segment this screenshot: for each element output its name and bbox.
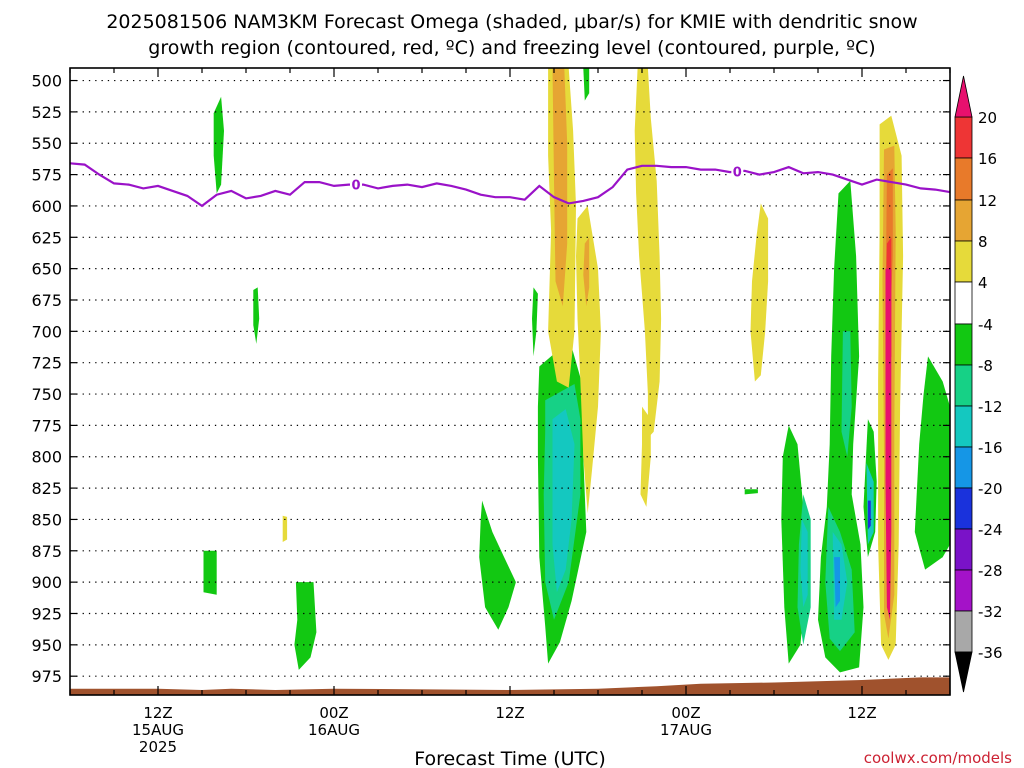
omega-region-1 <box>253 287 260 344</box>
chart-title-line-1: 2025081506 NAM3KM Forecast Omega (shaded… <box>106 11 917 33</box>
freezing-level-label-bg-0 <box>350 176 362 191</box>
omega-region-24 <box>800 519 808 608</box>
omega-region-26 <box>834 557 840 608</box>
y-tick-label-500: 500 <box>31 72 62 91</box>
y-tick-label-575: 575 <box>31 166 62 185</box>
colorbar-top-arrow <box>954 75 973 118</box>
x-axis-label: Forecast Time (UTC) <box>414 748 605 768</box>
freezing-level-label-bg-1 <box>731 163 744 178</box>
colorbar-segment-7 <box>954 405 973 448</box>
omega-region-35 <box>885 268 892 620</box>
y-tick-label-600: 600 <box>31 197 62 216</box>
omega-region-17 <box>750 203 769 382</box>
omega-region-10 <box>583 68 590 101</box>
y-tick-label-950: 950 <box>31 636 62 655</box>
x-tick-label-18-1: 16AUG <box>308 721 360 739</box>
y-tick-label-700: 700 <box>31 322 62 341</box>
colorbar-label-9: -20 <box>978 480 1003 498</box>
freezing-level-label-1: 0 <box>733 165 742 180</box>
x-tick-label-30-0: 12Z <box>495 704 524 722</box>
omega-region-0 <box>213 96 224 194</box>
y-axis-ticks: 500 525 550 575 600 625 650 675 700 725 750 775 800 8… <box>31 72 950 686</box>
omega-shading-layer <box>203 68 950 673</box>
omega-region-21 <box>841 331 852 457</box>
colorbar-segment-12 <box>954 610 973 653</box>
omega-region-2 <box>282 515 288 542</box>
y-tick-label-550: 550 <box>31 134 62 153</box>
colorbar-segment-6 <box>954 364 973 407</box>
y-tick-label-825: 825 <box>31 479 62 498</box>
colorbar-label-4: 4 <box>978 274 988 292</box>
colorbar-segment-11 <box>954 569 973 612</box>
omega-region-9 <box>532 287 538 357</box>
omega-region-4 <box>294 582 317 670</box>
colorbar-segment-8 <box>954 446 973 489</box>
colorbar-label-7: -12 <box>978 398 1003 416</box>
freezing-level-label-0: 0 <box>351 179 360 194</box>
colorbar-segment-4 <box>954 281 973 325</box>
y-tick-label-875: 875 <box>31 542 62 561</box>
colorbar-label-6: -8 <box>978 357 993 375</box>
colorbar-segment-9 <box>954 487 973 530</box>
y-tick-label-900: 900 <box>31 573 62 592</box>
freezing-level-line <box>70 162 950 208</box>
x-tick-label-54-0: 12Z <box>847 704 876 722</box>
omega-region-15 <box>634 68 662 438</box>
omega-region-3 <box>203 550 217 595</box>
colorbar-segment-1 <box>954 157 973 201</box>
x-tick-label-6-2: 2025 <box>139 738 177 756</box>
colorbar-segment-3 <box>954 240 973 283</box>
colorbar-segment-2 <box>954 199 973 242</box>
y-tick-label-725: 725 <box>31 354 62 373</box>
colorbar-label-5: -4 <box>978 316 993 334</box>
y-tick-label-775: 775 <box>31 416 62 435</box>
chart-title-line-2: growth region (contoured, red, ºC) and f… <box>148 37 875 59</box>
credit-text: coolwx.com/models <box>864 749 1012 767</box>
omega-region-13 <box>576 205 601 514</box>
omega-region-8 <box>552 409 575 593</box>
omega-region-30 <box>914 356 950 570</box>
omega-region-12 <box>552 68 568 307</box>
y-tick-label-650: 650 <box>31 260 62 279</box>
x-tick-label-6-1: 15AUG <box>132 721 184 739</box>
x-tick-label-42-1: 17AUG <box>660 721 712 739</box>
x-tick-label-18-0: 00Z <box>319 704 348 722</box>
colorbar-label-12: -32 <box>978 603 1003 621</box>
y-tick-label-675: 675 <box>31 291 62 310</box>
x-tick-label-6-0: 12Z <box>143 704 172 722</box>
colorbar-label-8: -16 <box>978 439 1003 457</box>
y-tick-label-925: 925 <box>31 604 62 623</box>
colorbar-segment-10 <box>954 528 973 571</box>
y-tick-label-800: 800 <box>31 448 62 467</box>
colorbar-segment-5 <box>954 323 973 366</box>
x-tick-label-42-0: 00Z <box>671 704 700 722</box>
y-tick-label-525: 525 <box>31 103 62 122</box>
omega-region-29 <box>867 500 871 530</box>
colorbar-label-3: 8 <box>978 233 988 251</box>
y-tick-label-850: 850 <box>31 510 62 529</box>
y-tick-label-625: 625 <box>31 228 62 247</box>
colorbar-label-13: -36 <box>978 644 1003 662</box>
freezing-level-layer: 00 <box>70 162 950 208</box>
colorbar-segment-0 <box>954 116 973 159</box>
colorbar-label-0: 20 <box>978 109 997 127</box>
colorbar-label-11: -28 <box>978 562 1003 580</box>
colorbar-label-10: -24 <box>978 521 1003 539</box>
colorbar-bottom-arrow <box>954 651 973 693</box>
y-tick-label-750: 750 <box>31 385 62 404</box>
omega-region-14 <box>583 237 590 307</box>
omega-region-18 <box>744 489 758 495</box>
omega-region-5 <box>479 500 516 630</box>
y-tick-label-975: 975 <box>31 667 62 686</box>
colorbar-label-1: 16 <box>978 150 997 168</box>
omega-region-16 <box>640 406 651 507</box>
colorbar: 20 16 12 8 4 -4 -8 -12 -16 -20 -24 -28 -32 -36 <box>954 75 1003 693</box>
colorbar-label-2: 12 <box>978 192 997 210</box>
